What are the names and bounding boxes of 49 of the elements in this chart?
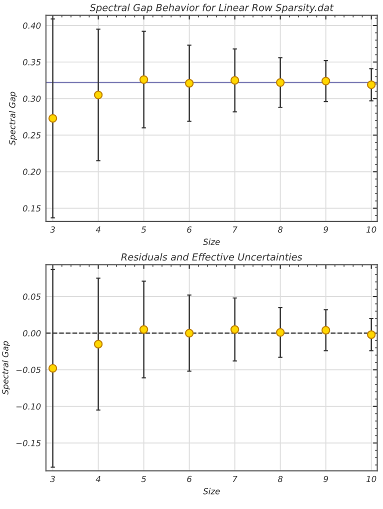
x-tick-label: 4 [96,476,100,482]
point [276,328,285,337]
point [321,76,330,86]
y-tick-label: −0.10 [16,403,41,410]
y-tick-label: 0.00 [22,330,41,336]
y-tick-label: −0.15 [16,440,41,446]
point [230,325,240,334]
y-tick-label: 0.30 [22,96,41,102]
x-tick-label: 8 [278,476,283,482]
y-axis-title: Spectral Gap [2,341,10,395]
point [230,76,240,85]
x-tick-label: 8 [278,226,283,233]
point [366,80,376,90]
point [139,75,148,84]
x-axis-title: Size [203,238,220,245]
x-tick-label: 5 [141,226,146,233]
x-tick-label: 6 [187,476,192,482]
point [321,326,330,335]
x-tick-label: 3 [50,226,55,233]
x-tick-label: 4 [96,226,100,233]
x-tick-label: 7 [232,476,238,482]
point [48,364,58,373]
x-tick-label: 6 [187,226,192,233]
x-axis-title: Size [203,488,220,494]
point [184,78,194,88]
point [48,114,58,123]
chart-title: Residuals and Effective Uncertainties [121,253,302,261]
y-tick-label: −0.05 [16,366,41,374]
point [276,78,285,87]
point [94,90,103,100]
y-tick-label: 0.40 [22,22,41,29]
x-tick-label: 3 [50,476,55,482]
x-tick-label: 7 [232,226,238,233]
x-tick-label: 10 [366,226,376,233]
y-axis-title: Spectral Gap [8,92,17,146]
y-tick-label: 0.35 [22,59,41,66]
point [184,328,194,338]
x-tick-label: 9 [324,226,328,233]
point [366,330,376,339]
x-tick-label: 5 [141,476,146,482]
point [139,325,148,334]
chart-title: Spectral Gap Behavior for Linear Row Sparsity.dat [90,4,334,14]
y-tick-label: 0.25 [22,132,41,138]
y-tick-label: 0.20 [22,168,41,175]
x-tick-label: 9 [324,476,328,482]
y-tick-label: 0.15 [22,205,41,212]
point [94,340,103,348]
y-tick-label: 0.05 [22,294,41,300]
x-tick-label: 10 [366,476,376,482]
